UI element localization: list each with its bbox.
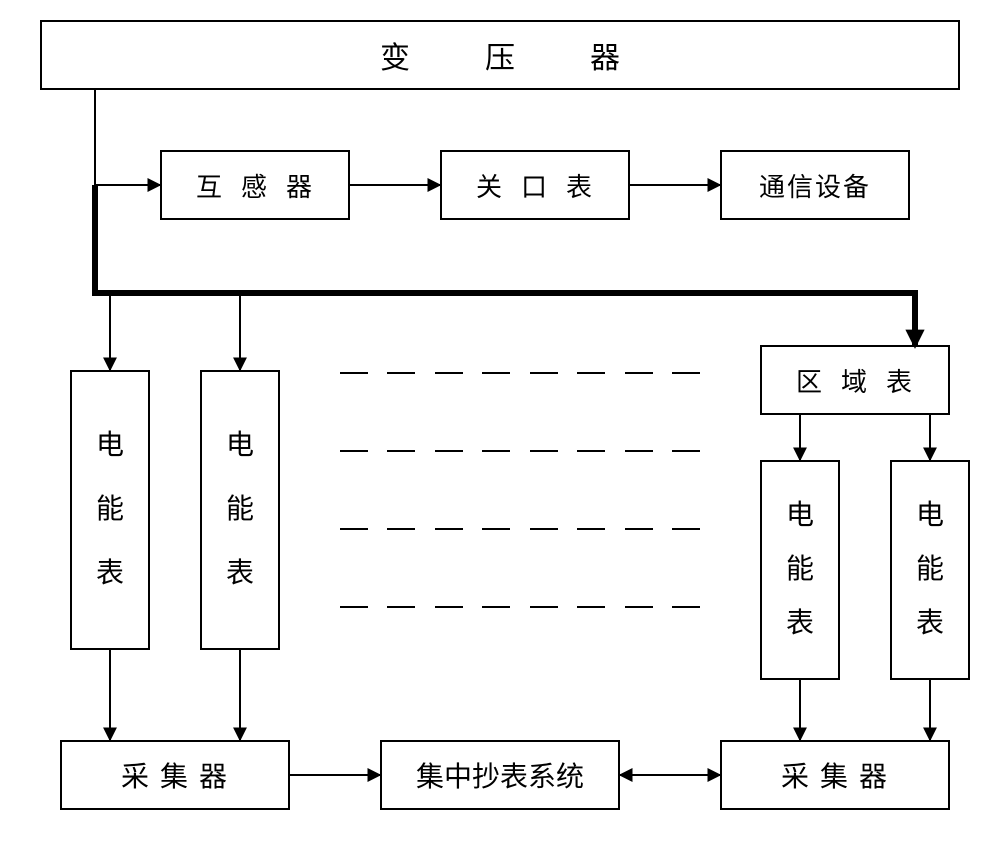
dash-row (340, 450, 700, 452)
node-area-meter: 区 域 表 (760, 345, 950, 415)
label-meter-2: 电 能 表 (226, 414, 254, 606)
dash-segment (435, 606, 463, 608)
dash-segment (482, 372, 510, 374)
edges-overlay (0, 0, 1000, 862)
node-meter-4: 电 能 表 (890, 460, 970, 680)
dash-segment (435, 528, 463, 530)
label-meter-4: 电 能 表 (916, 489, 944, 651)
dash-segment (340, 606, 368, 608)
dash-segment (340, 528, 368, 530)
label-meter-3: 电 能 表 (786, 489, 814, 651)
dash-segment (577, 372, 605, 374)
dash-segment (482, 606, 510, 608)
dash-segment (340, 450, 368, 452)
dash-row (340, 606, 700, 608)
dash-segment (387, 450, 415, 452)
label-collector-2: 采 集 器 (781, 755, 889, 795)
label-central: 集中抄表系统 (416, 755, 584, 795)
dash-row (340, 372, 700, 374)
dash-segment (387, 528, 415, 530)
dash-segment (530, 606, 558, 608)
label-area-meter: 区 域 表 (796, 362, 914, 399)
node-transformer: 变 压 器 (40, 20, 960, 90)
label-ct: 互 感 器 (196, 167, 314, 204)
dash-row (340, 528, 700, 530)
dash-segment (625, 528, 653, 530)
dash-segment (672, 372, 700, 374)
dash-segment (577, 528, 605, 530)
label-meter-1: 电 能 表 (96, 414, 124, 606)
dash-segment (625, 372, 653, 374)
dash-segment (482, 528, 510, 530)
dash-segment (435, 450, 463, 452)
dash-segment (577, 450, 605, 452)
node-collector-2: 采 集 器 (720, 740, 950, 810)
node-meter-2: 电 能 表 (200, 370, 280, 650)
dash-segment (625, 450, 653, 452)
dash-segment (672, 528, 700, 530)
dash-segment (387, 372, 415, 374)
dash-segment (672, 606, 700, 608)
label-transformer: 变 压 器 (380, 33, 620, 77)
dash-segment (530, 372, 558, 374)
node-central: 集中抄表系统 (380, 740, 620, 810)
label-comm: 通信设备 (759, 167, 871, 204)
node-meter-1: 电 能 表 (70, 370, 150, 650)
dash-segment (577, 606, 605, 608)
label-gateway: 关 口 表 (476, 167, 594, 204)
label-collector-1: 采 集 器 (121, 755, 229, 795)
node-gateway: 关 口 表 (440, 150, 630, 220)
dash-segment (530, 450, 558, 452)
dash-segment (387, 606, 415, 608)
dash-segment (672, 450, 700, 452)
node-comm: 通信设备 (720, 150, 910, 220)
dash-segment (435, 372, 463, 374)
dash-segment (340, 372, 368, 374)
node-ct: 互 感 器 (160, 150, 350, 220)
node-meter-3: 电 能 表 (760, 460, 840, 680)
dash-segment (530, 528, 558, 530)
dash-segment (625, 606, 653, 608)
node-collector-1: 采 集 器 (60, 740, 290, 810)
dash-segment (482, 450, 510, 452)
diagram-canvas: 变 压 器 互 感 器 关 口 表 通信设备 区 域 表 电 能 表 电 能 表… (0, 0, 1000, 862)
